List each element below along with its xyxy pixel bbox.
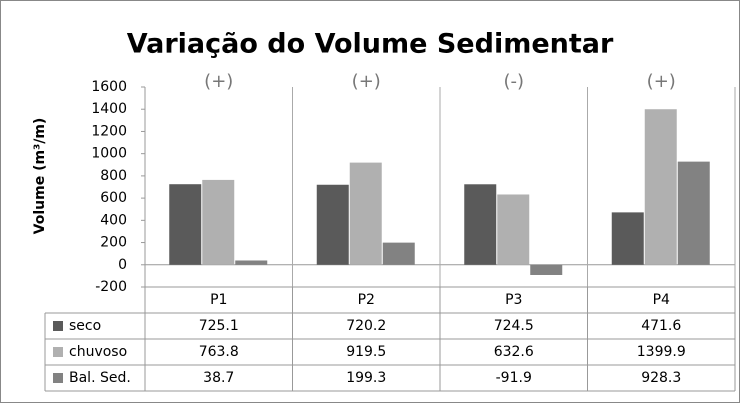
- bar: [316, 184, 349, 265]
- table-cell: 471.6: [641, 318, 681, 334]
- bar: [169, 184, 202, 265]
- table-cell: 720.2: [346, 318, 386, 334]
- table-cell: -91.9: [496, 370, 532, 386]
- bar: [235, 260, 268, 265]
- bar: [382, 242, 415, 265]
- legend-label: chuvoso: [69, 344, 127, 360]
- y-tick-label: 600: [100, 190, 127, 206]
- y-tick-label: 0: [118, 257, 127, 273]
- y-axis-label: Volume (m³/m): [32, 118, 48, 235]
- legend-swatch: [53, 321, 63, 331]
- bar: [349, 162, 382, 265]
- y-tick-label: -200: [95, 279, 127, 295]
- y-tick-label: 1000: [91, 146, 127, 162]
- table-cell: 1399.9: [637, 344, 686, 360]
- x-tick-label: P1: [210, 292, 227, 308]
- table-cell: 199.3: [346, 370, 386, 386]
- y-tick-label: 1200: [91, 123, 127, 139]
- table-cell: 919.5: [346, 344, 386, 360]
- y-tick-label: 800: [100, 168, 127, 184]
- legend-label: Bal. Sed.: [69, 370, 131, 386]
- y-tick-label: 1400: [91, 101, 127, 117]
- legend-label: seco: [69, 318, 101, 334]
- y-tick-label: 200: [100, 235, 127, 251]
- table-cell: 763.8: [199, 344, 239, 360]
- bar: [677, 161, 710, 265]
- table-cell: 928.3: [641, 370, 681, 386]
- table-cell: 632.6: [494, 344, 534, 360]
- y-tick-label: 400: [100, 212, 127, 228]
- bar: [644, 109, 677, 265]
- table-cell: 38.7: [203, 370, 234, 386]
- bar: [464, 184, 497, 265]
- annotation: (-): [503, 71, 524, 92]
- table-cell: 725.1: [199, 318, 239, 334]
- x-tick-label: P4: [653, 292, 670, 308]
- bar: [202, 179, 235, 265]
- legend-swatch: [53, 347, 63, 357]
- bar: [497, 194, 530, 265]
- x-tick-label: P3: [505, 292, 522, 308]
- table-cell: 724.5: [494, 318, 534, 334]
- annotation: (+): [204, 71, 233, 92]
- bar: [530, 264, 563, 275]
- bar: [611, 212, 644, 265]
- y-tick-label: 1600: [91, 79, 127, 95]
- annotation: (+): [647, 71, 676, 92]
- chart-title: Variação do Volume Sedimentar: [127, 29, 614, 60]
- x-tick-label: P2: [358, 292, 375, 308]
- annotation: (+): [352, 71, 381, 92]
- legend-swatch: [53, 373, 63, 383]
